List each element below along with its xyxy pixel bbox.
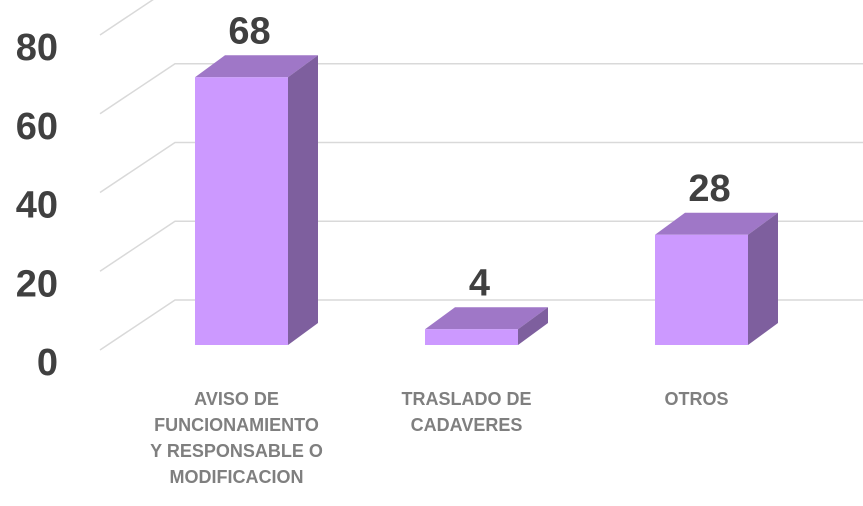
value-label: 68 [228,10,270,52]
grid-line [99,299,863,351]
bar [195,55,318,345]
bar [655,212,778,345]
x-tick-label: AVISO DE FUNCIONAMIENTO Y RESPONSABLE O MOD… [150,389,323,487]
y-tick-label: 60 [16,106,58,148]
value-label: 28 [688,168,730,210]
bar-side [748,212,778,345]
bar-top [195,55,318,78]
grid-line [99,63,863,115]
y-tick-label: 0 [37,342,58,384]
grid-line [99,220,863,272]
grid-line [99,0,154,36]
bar-side [518,307,548,345]
x-tick-label: TRASLADO DE CADAVERES [402,389,532,435]
bar-front [655,234,748,345]
bar-top [655,212,778,235]
grid-line [99,141,863,194]
y-tick-label: 40 [16,185,58,227]
bar-side [288,55,318,345]
bar-front [195,77,288,345]
x-tick-label: OTROS [664,389,728,409]
y-tick-label: 80 [16,27,58,69]
bar-top [425,307,548,330]
bar [425,307,548,345]
value-label: 4 [469,262,490,304]
bar-front [425,329,518,345]
y-tick-label: 20 [16,263,58,305]
